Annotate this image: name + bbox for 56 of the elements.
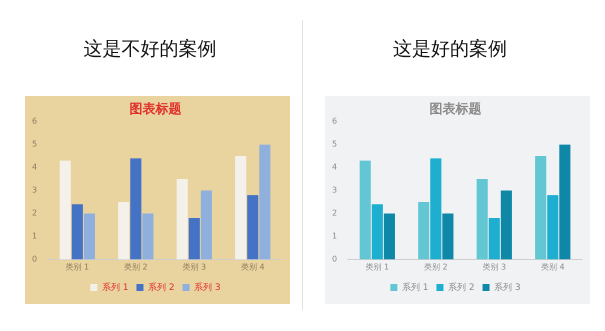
- bar: [176, 179, 188, 260]
- bar: [247, 195, 258, 260]
- bar: [360, 160, 371, 260]
- x-tick-label: 类别 2: [424, 262, 448, 272]
- y-tick-label: 1: [332, 232, 338, 241]
- chart-title: 这是好的案例: [392, 37, 508, 62]
- legend-label: 系列 2: [448, 282, 475, 293]
- legend-label: 系列 3: [494, 282, 521, 293]
- bar: [535, 156, 546, 260]
- y-tick-label: 4: [332, 162, 338, 172]
- y-tick-label: 6: [332, 116, 338, 126]
- y-tick-label: 0: [32, 254, 38, 264]
- chart-subtitle: 图表标题: [430, 102, 482, 118]
- bar: [547, 195, 558, 260]
- bar: [142, 213, 154, 260]
- y-tick-label: 0: [332, 254, 338, 264]
- bar: [384, 213, 395, 260]
- bar: [488, 218, 500, 260]
- bar: [476, 179, 488, 260]
- bar: [235, 156, 246, 260]
- y-tick-label: 1: [32, 232, 38, 241]
- legend-label: 系列 2: [148, 282, 175, 293]
- bar: [72, 204, 83, 260]
- bar: [118, 202, 130, 260]
- x-tick-label: 类别 1: [366, 262, 390, 272]
- legend-label: 系列 3: [194, 282, 221, 293]
- y-tick-label: 5: [32, 140, 38, 149]
- bar: [500, 190, 512, 260]
- y-tick-label: 3: [332, 186, 338, 195]
- y-tick-label: 6: [32, 116, 38, 126]
- bar: [84, 213, 95, 260]
- y-tick-label: 4: [32, 162, 38, 172]
- bar: [418, 202, 430, 260]
- bar: [60, 160, 71, 260]
- bar: [188, 218, 200, 260]
- x-tick-label: 类别 4: [540, 262, 565, 272]
- bar: [442, 213, 454, 260]
- chart-title: 这是不好的案例: [82, 37, 218, 62]
- legend-label: 系列 1: [402, 282, 428, 293]
- bar: [259, 144, 270, 260]
- x-tick-label: 类别 2: [124, 262, 148, 272]
- x-tick-label: 类别 1: [66, 262, 90, 272]
- bar: [130, 158, 142, 260]
- bar: [430, 158, 442, 260]
- chart-subtitle: 图表标题: [130, 102, 182, 118]
- bar: [200, 190, 212, 260]
- x-tick-label: 类别 4: [240, 262, 265, 272]
- x-tick-label: 类别 3: [182, 262, 206, 272]
- y-tick-label: 2: [332, 208, 338, 218]
- legend-label: 系列 1: [102, 282, 128, 293]
- y-tick-label: 2: [32, 208, 38, 218]
- y-tick-label: 5: [332, 140, 338, 149]
- bar: [372, 204, 383, 260]
- bar: [559, 144, 570, 260]
- x-tick-label: 类别 3: [482, 262, 506, 272]
- y-tick-label: 3: [32, 186, 38, 195]
